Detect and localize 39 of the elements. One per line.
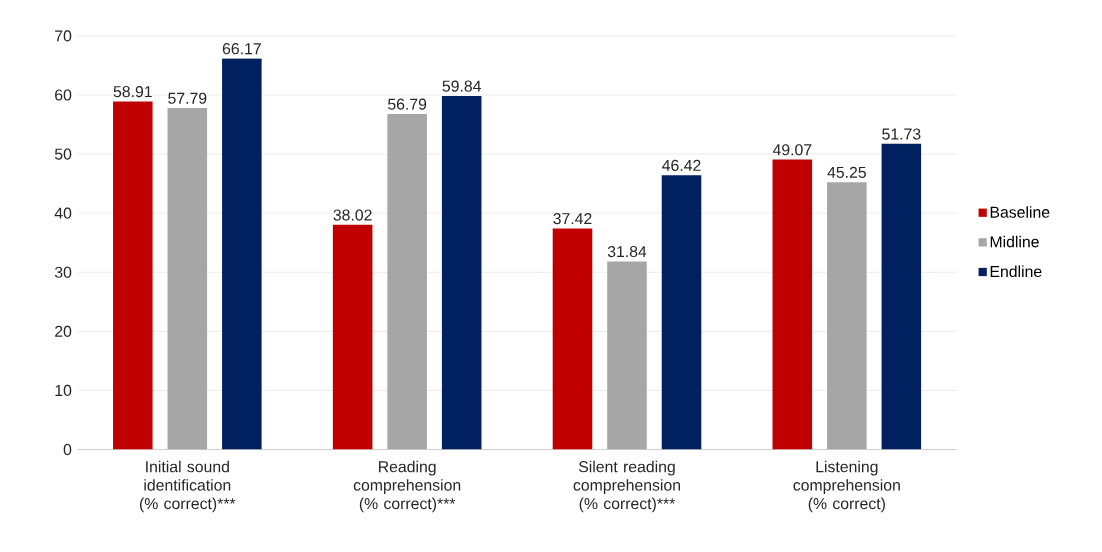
data-label: 45.25 [827, 166, 866, 178]
bar [441, 95, 482, 450]
data-label: 59.84 [442, 80, 481, 92]
data-label: 31.84 [607, 245, 647, 258]
bar [772, 159, 813, 450]
data-label: 57.79 [168, 92, 207, 104]
bar [827, 182, 867, 450]
y-tick-label: 50 [54, 148, 72, 160]
bar [552, 228, 593, 450]
bar [332, 224, 373, 450]
data-label: 37.42 [553, 212, 592, 225]
y-tick-label: 0 [63, 443, 72, 455]
bar [881, 143, 922, 450]
y-tick-label: 30 [54, 266, 72, 278]
bar [113, 101, 153, 450]
y-tick-label: 40 [54, 207, 72, 219]
bar [167, 107, 208, 450]
bar [222, 58, 262, 450]
data-label: 46.42 [662, 159, 701, 171]
data-label: 51.73 [882, 128, 921, 140]
y-tick-label: 10 [55, 384, 72, 396]
bar [607, 261, 647, 450]
y-tick-label: 60 [55, 89, 72, 101]
bar [387, 113, 427, 450]
data-label: 58.91 [113, 85, 152, 98]
y-tick-label: 20 [55, 325, 72, 337]
data-label: 66.17 [222, 42, 261, 55]
x-tick-label: Reading comprehension (% correct)*** [353, 460, 461, 513]
x-tick-label: Listening comprehension (% correct) [793, 460, 900, 513]
x-tick-label: Silent reading comprehension (% correct)*** [573, 460, 680, 513]
legend-label: Baseline [990, 206, 1050, 218]
data-label: 38.02 [333, 209, 372, 221]
data-label: 49.07 [772, 144, 812, 156]
legend-label: Midline [990, 235, 1039, 248]
x-tick-label: Initial sound identification (% correct)*** [139, 460, 236, 513]
data-label: 56.79 [388, 98, 427, 110]
legend-label: Endline [990, 265, 1042, 277]
y-tick-label: 70 [55, 30, 72, 42]
bar [661, 175, 702, 450]
